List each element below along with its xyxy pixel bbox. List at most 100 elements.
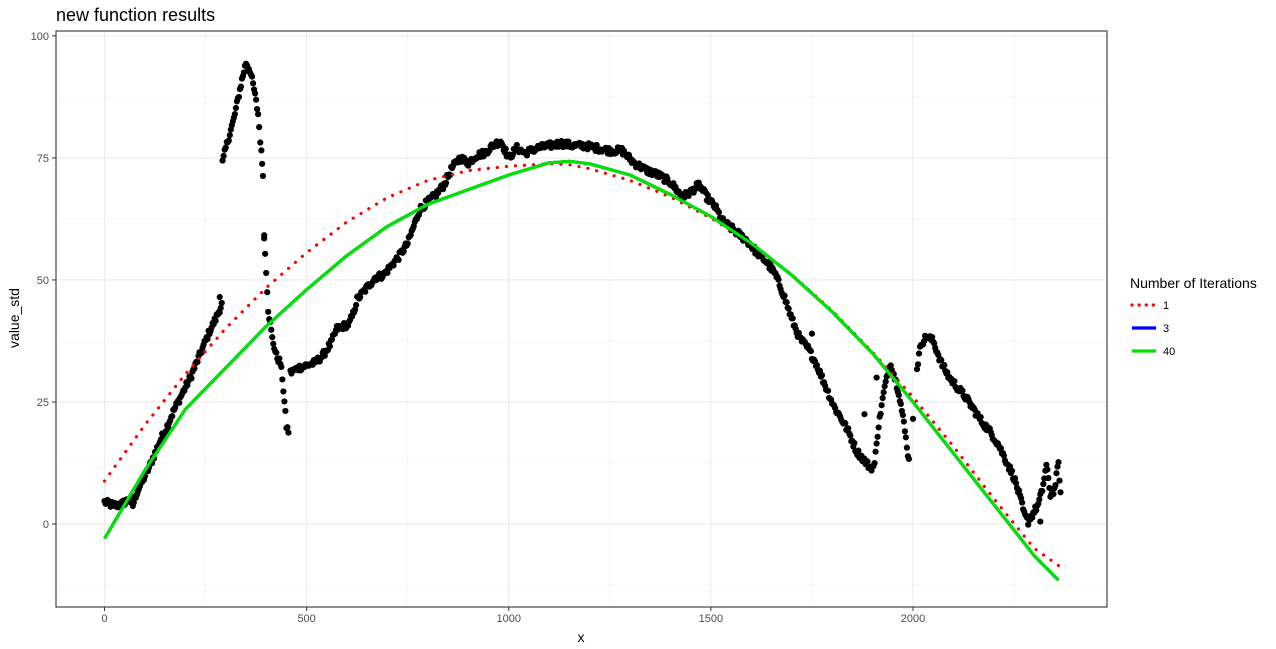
data-point (1036, 496, 1043, 503)
data-point (259, 172, 267, 180)
data-point (384, 269, 391, 276)
legend: Number of Iterations 1 3 40 (1130, 275, 1257, 358)
data-point (881, 383, 888, 390)
data-point (1012, 480, 1020, 487)
data-point (212, 317, 219, 324)
data-point (715, 209, 723, 216)
data-point (861, 411, 868, 418)
data-point (1040, 480, 1047, 488)
data-point (276, 355, 283, 362)
data-point (509, 151, 516, 159)
data-point (899, 411, 906, 419)
data-point (513, 141, 520, 149)
data-point (873, 440, 880, 447)
data-point (593, 141, 600, 149)
data-point (279, 376, 286, 383)
chart-title: new function results (56, 5, 215, 25)
data-point (879, 394, 886, 402)
data-point (278, 363, 285, 371)
data-point (1011, 475, 1019, 482)
data-point (218, 299, 225, 307)
data-point (285, 429, 292, 436)
data-point (169, 413, 176, 420)
data-point (353, 301, 360, 309)
legend-label-3: 3 (1163, 323, 1169, 335)
data-point (442, 179, 450, 186)
data-point (251, 90, 259, 97)
data-point (252, 96, 260, 103)
data-point (259, 160, 266, 167)
data-point (265, 308, 272, 315)
x-axis-title: x (578, 629, 585, 645)
data-point (874, 433, 881, 440)
data-point (1050, 491, 1057, 498)
y-axis: 0 25 50 75 100 (31, 31, 56, 531)
legend-title: Number of Iterations (1130, 275, 1257, 291)
data-point (901, 428, 908, 435)
data-point (929, 333, 936, 341)
data-point (362, 288, 369, 295)
data-point (897, 400, 904, 408)
data-point (1029, 514, 1036, 521)
data-point (395, 256, 402, 263)
data-point (262, 250, 269, 257)
data-point (824, 387, 832, 394)
data-point (282, 407, 289, 415)
data-point (1045, 474, 1052, 482)
x-tick-label: 1500 (699, 613, 723, 625)
data-point (194, 358, 201, 366)
data-point (502, 145, 509, 152)
data-point (130, 499, 137, 506)
data-point (902, 434, 909, 441)
data-point (258, 147, 265, 154)
data-point (326, 343, 333, 350)
x-tick-label: 1000 (496, 613, 520, 625)
data-point (895, 392, 902, 399)
y-tick-label: 75 (37, 153, 49, 165)
data-point (1031, 508, 1038, 515)
data-point (404, 240, 411, 247)
series-line-40 (103, 159, 1060, 582)
data-point (231, 110, 238, 118)
data-point (931, 340, 938, 347)
data-point (176, 399, 183, 406)
data-point (188, 375, 195, 382)
data-point (851, 439, 858, 447)
data-point (1052, 482, 1059, 489)
data-point (1044, 466, 1051, 473)
data-point (1056, 477, 1063, 484)
data-point (216, 293, 223, 301)
fit-lines (102, 159, 1061, 582)
y-tick-label: 25 (37, 397, 49, 409)
data-point (248, 73, 256, 80)
plot-panel-border (55, 30, 1108, 608)
data-point (1025, 521, 1032, 528)
grid-minor (56, 31, 1107, 607)
data-point (219, 157, 226, 164)
data-point (789, 315, 796, 322)
x-tick-label: 0 (101, 613, 107, 625)
data-point (878, 402, 885, 409)
data-point (905, 455, 913, 463)
data-point (240, 69, 248, 76)
data-point (220, 152, 227, 160)
data-point (204, 335, 211, 343)
x-tick-label: 2000 (901, 613, 925, 625)
data-point (951, 378, 958, 385)
data-point (255, 111, 262, 118)
data-point (845, 425, 852, 432)
y-tick-label: 0 (43, 519, 49, 531)
y-tick-label: 100 (31, 31, 49, 43)
data-point (941, 362, 948, 369)
data-point (270, 340, 277, 347)
data-point (1008, 467, 1016, 475)
data-point (1019, 499, 1026, 506)
data-point (900, 418, 907, 425)
x-tick-label: 500 (297, 613, 315, 625)
data-point (273, 349, 280, 356)
data-point (997, 445, 1004, 452)
data-point (257, 139, 264, 146)
data-point (882, 378, 889, 385)
